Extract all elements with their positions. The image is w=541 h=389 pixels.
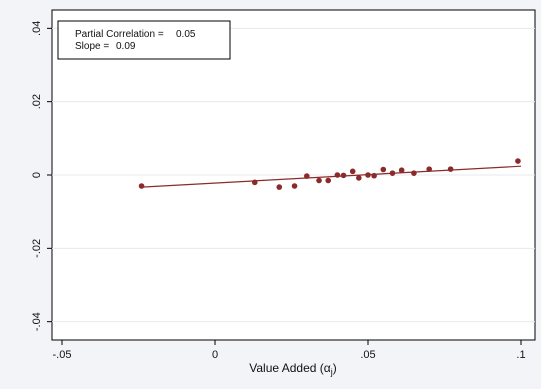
data-point bbox=[251, 179, 258, 186]
data-point bbox=[316, 177, 322, 184]
x-axis-title-subscript: j bbox=[330, 367, 333, 377]
annotation-line1-value: 0.05 bbox=[176, 29, 196, 40]
data-point bbox=[398, 167, 405, 174]
y-tick-label: .04 bbox=[31, 21, 43, 36]
data-point bbox=[447, 166, 454, 172]
annotation-line1-label: Partial Correlation = bbox=[75, 29, 164, 40]
data-point bbox=[276, 184, 283, 190]
x-tick-label: 0 bbox=[212, 349, 218, 361]
annotation-line2-value: 0.09 bbox=[116, 41, 136, 52]
data-point bbox=[138, 183, 145, 189]
data-point bbox=[411, 170, 417, 176]
data-point bbox=[291, 183, 298, 189]
fit-line-layer bbox=[141, 165, 522, 188]
x-axis-title: Value Added (αj) bbox=[249, 361, 336, 377]
data-point bbox=[380, 166, 387, 173]
x-tick-label: -.05 bbox=[53, 349, 72, 361]
y-tick-label: -.02 bbox=[31, 239, 43, 258]
y-tick-label: 0 bbox=[31, 172, 43, 178]
y-tick-label: .02 bbox=[31, 94, 43, 109]
annotation-box: Partial Correlation = 0.05 Slope = 0.09 bbox=[57, 20, 231, 60]
data-point bbox=[356, 175, 362, 181]
data-point bbox=[371, 172, 377, 179]
axes: -.04-.020.02.04-.05 0.05.1 bbox=[31, 21, 526, 361]
fit-line bbox=[141, 165, 522, 188]
data-point bbox=[389, 170, 396, 176]
data-points bbox=[138, 158, 521, 190]
data-point bbox=[515, 158, 521, 164]
x-tick-label: .1 bbox=[516, 349, 525, 361]
annotation-frame bbox=[57, 20, 231, 60]
data-point bbox=[304, 173, 310, 179]
data-point bbox=[426, 166, 433, 172]
annotation-line2-label: Slope = bbox=[75, 41, 109, 52]
y-tick-label: -.04 bbox=[31, 312, 43, 331]
x-tick-label: .05 bbox=[360, 349, 375, 361]
data-point bbox=[365, 172, 371, 178]
data-point bbox=[334, 172, 341, 178]
data-point bbox=[349, 168, 356, 175]
data-point bbox=[340, 172, 347, 179]
data-point bbox=[325, 177, 332, 184]
